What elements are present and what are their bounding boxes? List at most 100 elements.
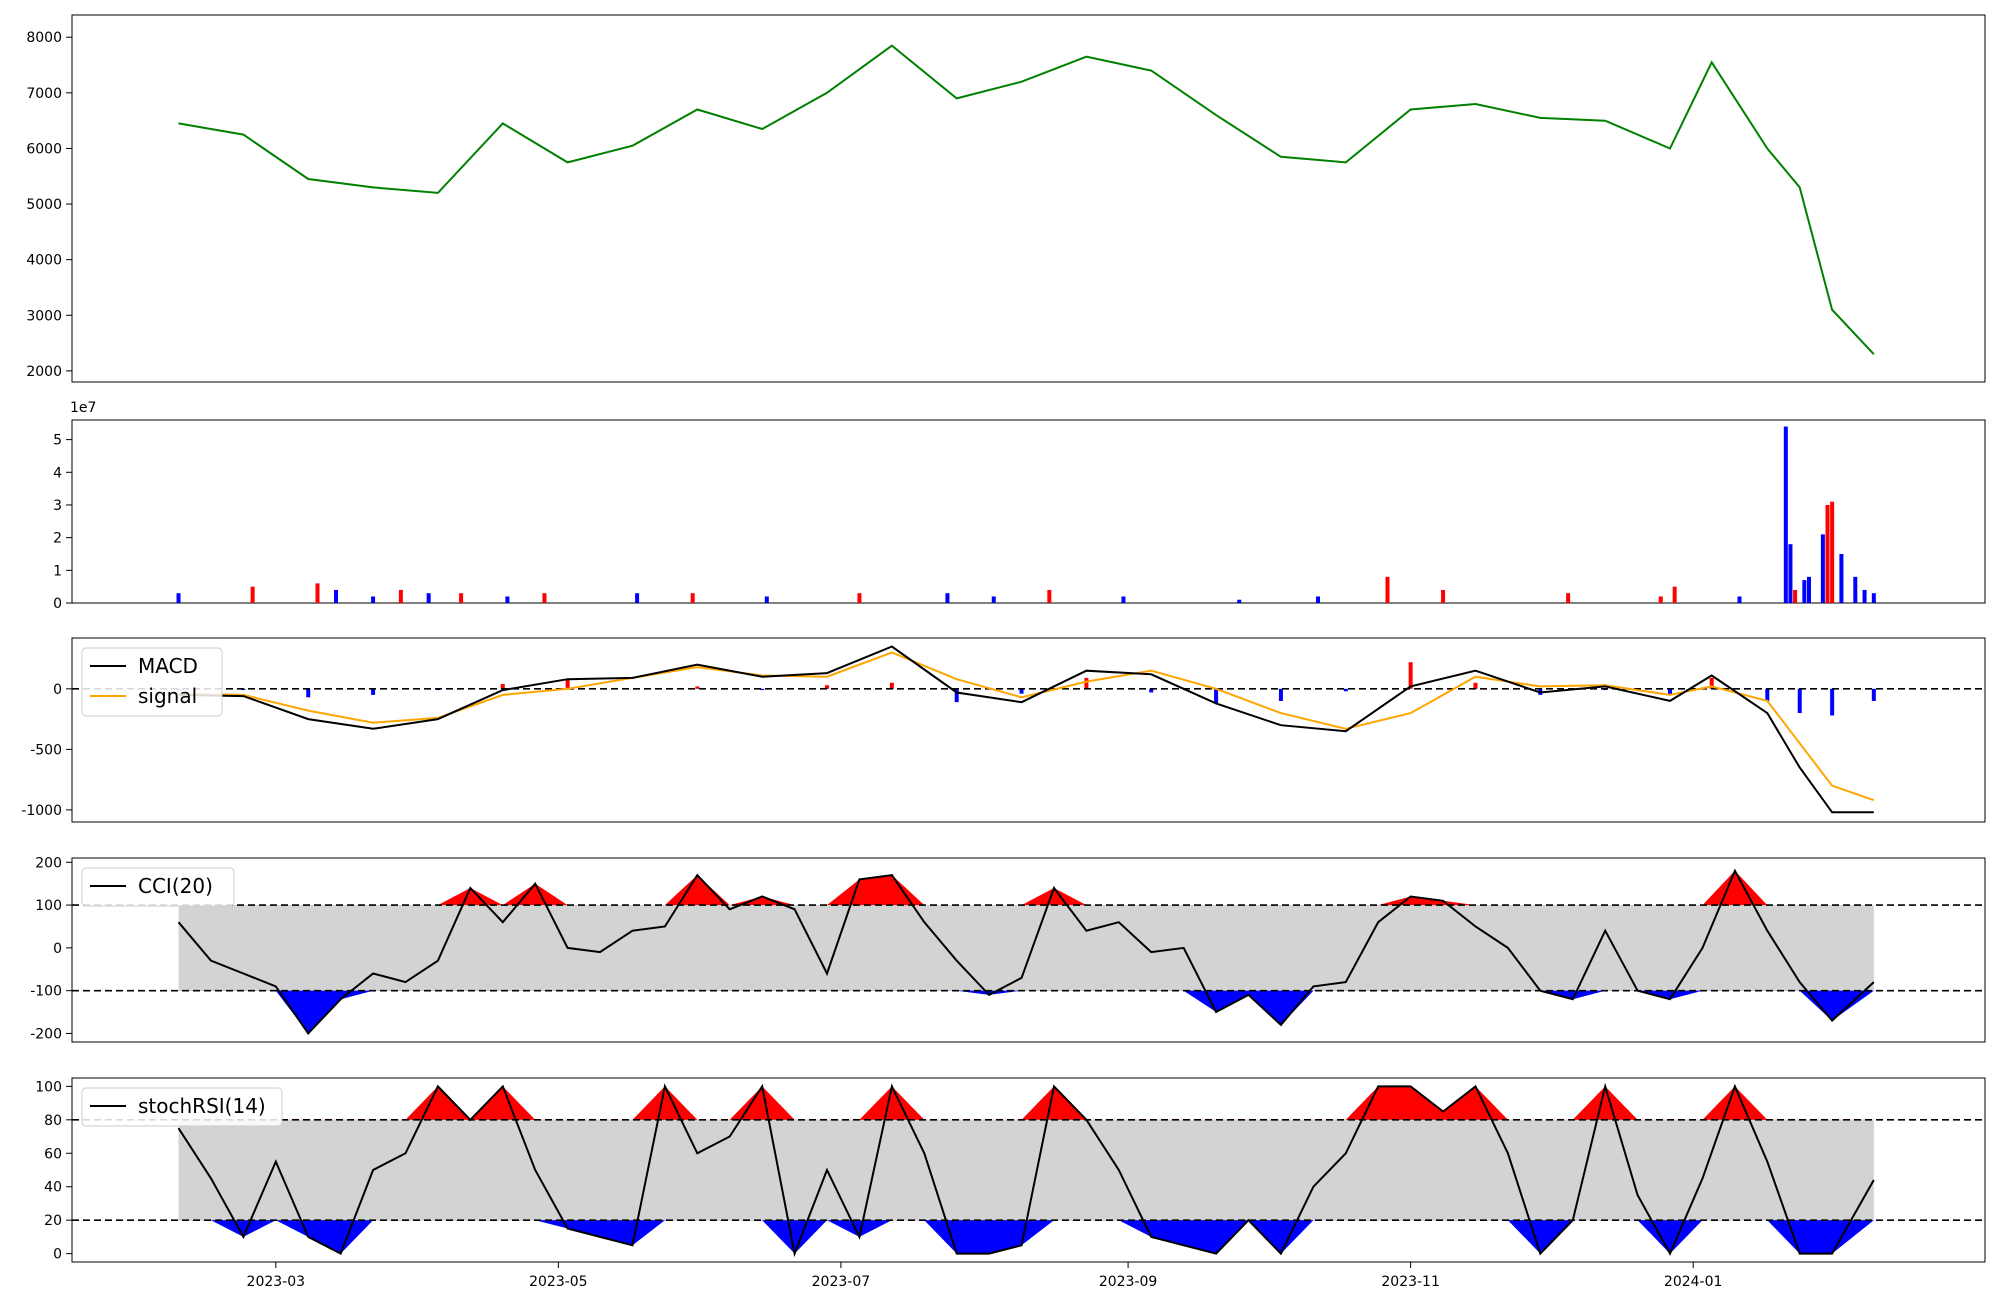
signal-line (178, 651, 1875, 802)
volume-bar (1793, 589, 1798, 603)
x-tick-label: 2024-01 (1664, 1274, 1723, 1290)
macd-panel: -1000 -500 0 MACD signal (21, 637, 1986, 823)
volume-bar (371, 596, 376, 603)
macd-histogram-bar (1149, 688, 1154, 693)
y-tick-label: 2 (53, 531, 62, 547)
plot-frame (71, 419, 1986, 604)
volume-bar (1566, 593, 1571, 603)
macd-histogram-bar (1084, 677, 1089, 689)
legend-box (81, 1087, 283, 1127)
y-tick-label: -1000 (21, 803, 62, 819)
y-tick-label: 5 (53, 433, 62, 449)
volume-bar (1385, 576, 1390, 603)
x-tick-label: 2023-09 (1099, 1274, 1158, 1290)
macd-histogram-bar (1871, 688, 1876, 701)
macd-line (178, 645, 1874, 814)
y-tick-label: 0 (53, 682, 62, 698)
y-tick-label: 0 (53, 941, 62, 957)
y-tick-label: -100 (30, 984, 62, 1000)
oversold-fill (178, 990, 1874, 1034)
y-tick-label: 4000 (26, 253, 62, 269)
stochrsi-line (177, 1082, 1875, 1258)
volume-bar (1047, 589, 1052, 603)
y-tick-label: 6000 (26, 141, 62, 157)
volume-bar (1806, 576, 1811, 603)
macd-histogram-bar (371, 688, 376, 695)
x-tick-label: 2023-05 (529, 1274, 588, 1290)
y-tick-label: 3 (53, 498, 62, 514)
y-tick-label: 200 (35, 855, 62, 871)
macd-histogram-bar (1278, 688, 1283, 701)
legend-box (81, 867, 235, 907)
y-tick-label: 80 (44, 1113, 62, 1129)
volume-panel: 0 1 2 3 4 5 1e7 (53, 400, 1986, 612)
cci-line (177, 868, 1875, 1035)
legend-label: MACD (138, 654, 198, 678)
volume-bar (1737, 596, 1742, 603)
volume-bar (459, 593, 464, 603)
legend-label: signal (138, 684, 197, 708)
y-tick-label: 5000 (26, 197, 62, 213)
volume-bar (334, 589, 339, 603)
y-tick-label: 40 (44, 1180, 62, 1196)
scale-label: 1e7 (70, 400, 96, 416)
macd-histogram-bar (1343, 688, 1348, 692)
y-tick-label: -200 (30, 1026, 62, 1042)
volume-bar (426, 593, 431, 603)
shared-x-axis: 2023-03 2023-05 2023-07 2023-09 2023-11 2024-… (247, 1262, 1723, 1290)
y-tick-label: 20 (44, 1213, 62, 1229)
macd-histogram-bar (1214, 688, 1219, 704)
macd-histogram-bar (1830, 688, 1835, 716)
volume-bar (690, 593, 695, 603)
y-tick-label: 4 (53, 465, 62, 481)
macd-histogram-bar (954, 688, 959, 703)
volume-bar (250, 586, 255, 603)
macd-histogram-bar (1797, 688, 1802, 714)
neutral-band (178, 1119, 1874, 1221)
volume-bar (1788, 544, 1793, 603)
y-tick-label: 3000 (26, 308, 62, 324)
x-tick-label: 2023-07 (812, 1274, 871, 1290)
volume-bar (1802, 580, 1807, 603)
volume-bar (1871, 593, 1876, 603)
volume-bar (542, 593, 547, 603)
volume-bar (1658, 596, 1663, 603)
volume-bar (398, 589, 403, 603)
volume-bar (945, 593, 950, 603)
y-tick-label: 100 (35, 1079, 62, 1095)
volume-bar (857, 593, 862, 603)
overbought-fill (178, 870, 1874, 906)
stochrsi-panel: 0 20 40 60 80 100 stochRSI(14) (35, 1077, 1986, 1263)
volume-bar (1783, 426, 1788, 603)
volume-bar (1839, 553, 1844, 603)
volume-bar (1672, 586, 1677, 603)
y-tick-label: 2000 (26, 364, 62, 380)
plot-frame (71, 857, 1986, 1043)
y-tick-label: -500 (30, 742, 62, 758)
macd-histogram-bar (1709, 677, 1714, 689)
macd-histogram-bar (500, 684, 505, 689)
y-tick-label: 8000 (26, 30, 62, 46)
x-tick-label: 2023-11 (1381, 1274, 1440, 1290)
y-tick-label: 60 (44, 1146, 62, 1162)
macd-histogram-bar (825, 685, 830, 689)
plot-frame (71, 14, 1986, 383)
macd-histogram-bar (306, 688, 311, 698)
oversold-fill (178, 1220, 1874, 1254)
volume-bar (635, 593, 640, 603)
cci-panel: -200 -100 0 100 200 CCI(20) (30, 855, 1986, 1043)
macd-histogram-bar (565, 679, 570, 689)
volume-bar (1820, 534, 1825, 603)
volume-bar (1315, 596, 1320, 603)
volume-bar (1853, 576, 1858, 603)
price-panel: 2000 3000 4000 5000 6000 7000 8000 (26, 14, 1986, 383)
volume-bar (1441, 589, 1446, 603)
y-tick-label: 1 (53, 563, 62, 579)
x-tick-label: 2023-03 (247, 1274, 306, 1290)
volume-bar (1825, 504, 1830, 603)
plot-frame (71, 1077, 1986, 1263)
macd-histogram-bar (1473, 682, 1478, 689)
neutral-band (178, 905, 1874, 991)
legend-label: stochRSI(14) (138, 1094, 266, 1118)
